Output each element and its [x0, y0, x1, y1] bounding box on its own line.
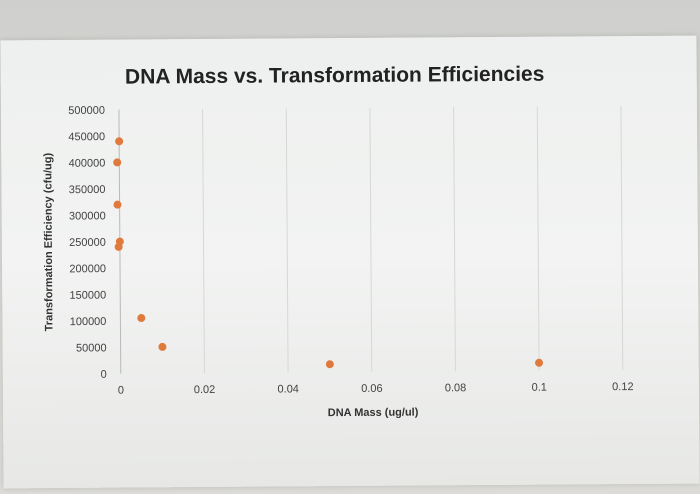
data-points: [113, 137, 544, 369]
y-tick-label: 500000: [68, 105, 105, 117]
x-tick-label: 0.06: [361, 383, 383, 395]
y-tick-label: 250000: [69, 237, 106, 249]
y-axis-label: Transformation Efficiency (cfu/ug): [42, 152, 55, 331]
data-point: [325, 360, 334, 369]
data-point: [158, 342, 167, 351]
data-point: [137, 314, 146, 323]
x-tick-label: 0.1: [532, 382, 547, 394]
x-gridline: [285, 108, 289, 373]
tick-labels: 0 0.02 0.04 0.06 0.08 0.1 0.12 0 50000 100000 1500…: [68, 105, 634, 397]
x-gridline: [620, 106, 624, 371]
x-axis-label: DNA Mass (ug/ul): [328, 407, 419, 420]
y-tick-label: 100000: [70, 316, 107, 328]
paper-sheet: DNA Mass vs. Transformation Efficiencies…: [0, 35, 700, 489]
x-tick-label: 0.04: [277, 383, 299, 395]
data-point: [114, 242, 123, 251]
y-tick-label: 200000: [69, 263, 106, 275]
y-tick-label: 300000: [69, 210, 106, 222]
x-tick-label: 0.08: [445, 382, 467, 394]
scatter-chart: DNA Mass vs. Transformation Efficiencies…: [42, 63, 634, 420]
x-gridline: [453, 107, 456, 372]
y-tick-label: 400000: [69, 158, 106, 170]
data-point: [113, 200, 122, 209]
x-gridline: [536, 106, 540, 371]
data-point: [535, 358, 544, 367]
y-tick-label: 450000: [68, 131, 105, 143]
y-tick-label: 0: [101, 369, 107, 381]
y-tick-label: 50000: [76, 342, 107, 354]
chart-title: DNA Mass vs. Transformation Efficiencies: [125, 63, 545, 89]
grid-lines: [202, 106, 624, 374]
y-tick-label: 350000: [69, 184, 106, 196]
y-tick-label: 150000: [69, 290, 106, 302]
x-gridline: [202, 109, 205, 374]
x-gridline: [369, 107, 373, 372]
data-point: [115, 137, 124, 146]
x-tick-label: 0.12: [612, 381, 634, 393]
data-point: [113, 158, 122, 167]
x-tick-label: 0.02: [194, 384, 216, 396]
x-tick-label: 0: [118, 385, 124, 397]
